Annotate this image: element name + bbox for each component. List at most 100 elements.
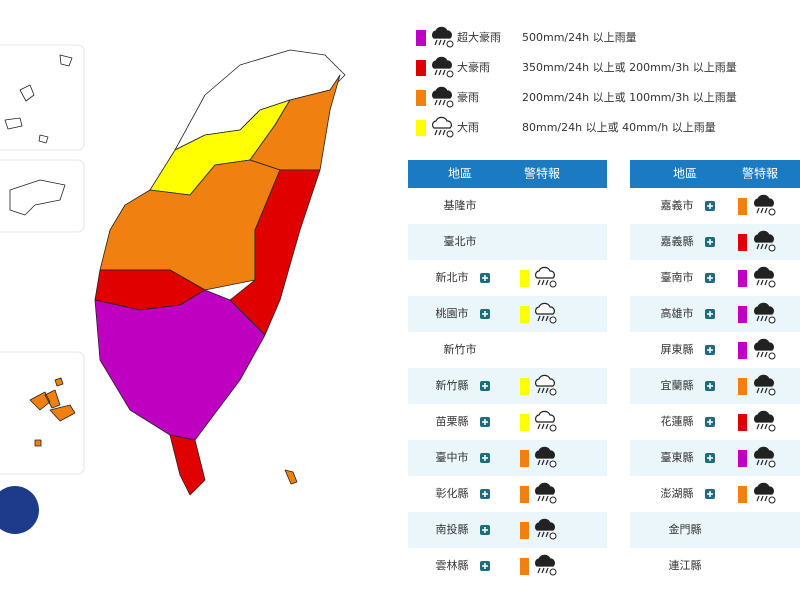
legend-label: 大雨 <box>457 120 479 134</box>
region-name: 南投縣 <box>436 522 469 536</box>
map <box>0 44 346 534</box>
alert <box>768 460 776 468</box>
weather-icon <box>535 518 557 540</box>
expand-plus <box>482 383 488 389</box>
rain <box>545 315 549 322</box>
rain <box>760 279 764 286</box>
header-cell: 地區 <box>673 167 697 181</box>
region-name: 桃園市 <box>436 306 469 320</box>
weather-icon <box>754 338 776 360</box>
region-name: 臺東縣 <box>661 450 694 464</box>
alert <box>446 40 454 48</box>
rain <box>545 459 549 466</box>
alert <box>768 316 776 324</box>
island <box>4 54 73 144</box>
expand-plus <box>707 455 713 461</box>
rain <box>537 567 541 574</box>
weather-icon <box>754 194 776 216</box>
warning-badge <box>738 198 747 215</box>
table-row <box>408 440 607 476</box>
alert <box>549 424 557 432</box>
rain <box>756 315 760 322</box>
rain <box>756 279 760 286</box>
rain <box>760 207 764 214</box>
rain <box>756 495 760 502</box>
rain <box>541 495 545 502</box>
island <box>284 469 298 485</box>
rain <box>537 387 541 394</box>
rain <box>764 387 768 394</box>
expand-plus <box>482 491 488 497</box>
region-name: 雲林縣 <box>436 558 469 572</box>
rain <box>764 279 768 286</box>
rain <box>537 531 541 538</box>
alert <box>768 208 776 216</box>
rain <box>434 69 438 76</box>
legend-swatch <box>416 30 426 46</box>
rain <box>760 351 764 358</box>
rain <box>545 531 549 538</box>
weather-icon <box>432 116 454 138</box>
rain <box>442 39 446 46</box>
alert <box>549 532 557 540</box>
rain <box>541 315 545 322</box>
region-name: 嘉義市 <box>661 198 694 212</box>
warning-badge <box>738 270 747 287</box>
legend-description: 500mm/24h 以上雨量 <box>522 31 637 44</box>
table-row <box>408 260 607 296</box>
rain <box>756 243 760 250</box>
weather-icon <box>535 266 557 288</box>
rain <box>760 387 764 394</box>
cloud <box>754 194 774 207</box>
rain <box>760 459 764 466</box>
expand-plus <box>707 311 713 317</box>
weather-icon <box>535 374 557 396</box>
legend-description: 200mm/24h 以上或 100mm/3h 以上雨量 <box>522 91 737 104</box>
region-name: 屏東縣 <box>661 343 694 356</box>
cloud <box>754 230 774 243</box>
rain <box>438 69 442 76</box>
legend-label: 大豪雨 <box>457 60 490 74</box>
weather-icon <box>754 302 776 324</box>
table-row <box>408 332 607 368</box>
table-row <box>408 512 607 548</box>
expand-plus <box>482 311 488 317</box>
region-name: 臺中市 <box>436 450 469 464</box>
expand-plus <box>482 275 488 281</box>
region-name: 新竹縣 <box>436 378 469 392</box>
region-name: 宜蘭縣 <box>661 378 694 392</box>
rain <box>760 243 764 250</box>
alert <box>446 70 454 78</box>
warning-badge <box>520 414 529 431</box>
table-row <box>408 224 607 260</box>
expand-plus <box>707 419 713 425</box>
rain <box>545 495 549 502</box>
expand-plus <box>482 419 488 425</box>
weather-icon <box>754 410 776 432</box>
cloud <box>754 410 774 423</box>
weather-icon <box>535 410 557 432</box>
rain <box>541 459 545 466</box>
warning-badge <box>520 522 529 539</box>
rain <box>756 351 760 358</box>
island <box>9 179 66 216</box>
county <box>169 434 206 496</box>
region-name: 嘉義縣 <box>661 234 694 248</box>
warning-badge <box>738 234 747 251</box>
table-row <box>408 476 607 512</box>
region-name: 澎湖縣 <box>661 487 694 500</box>
rain <box>434 129 438 136</box>
expand-plus <box>707 383 713 389</box>
expand-plus <box>707 491 713 497</box>
rain <box>537 279 541 286</box>
cloud <box>754 302 774 315</box>
rain <box>545 567 549 574</box>
rain <box>541 387 545 394</box>
cloud <box>432 116 452 129</box>
alert <box>768 388 776 396</box>
rain <box>764 243 768 250</box>
warning-badge <box>520 558 529 575</box>
rain <box>756 207 760 214</box>
legend-swatch <box>416 90 426 106</box>
